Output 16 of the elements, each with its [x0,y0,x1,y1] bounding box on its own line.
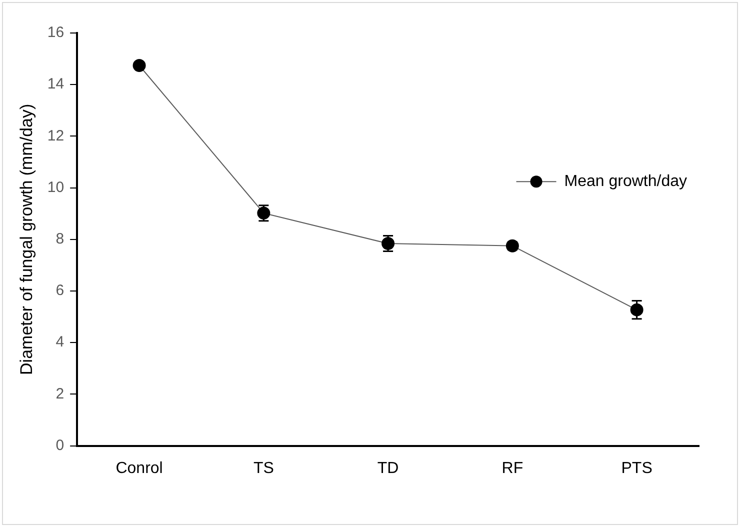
x-tick-label: RF [502,460,524,477]
y-tick-label: 16 [47,24,64,42]
y-tick-label: 2 [56,385,64,402]
x-tick-label: TS [253,460,274,477]
y-tick-label: 8 [56,230,64,248]
y-tick-label: 12 [47,127,64,144]
y-tick-label: 10 [47,178,64,196]
y-axis-title: Diameter of fungal growth (mm/day) [16,104,36,375]
x-tick-label: PTS [621,460,652,477]
y-tick-label: 6 [56,282,64,300]
legend-label: Mean growth/day [564,173,687,190]
y-tick-label: 0 [56,436,64,454]
y-tick-label: 4 [56,334,64,351]
y-tick-label: 14 [47,76,64,93]
x-tick-label: TD [377,460,399,477]
x-tick-label: Conrol [116,460,163,477]
